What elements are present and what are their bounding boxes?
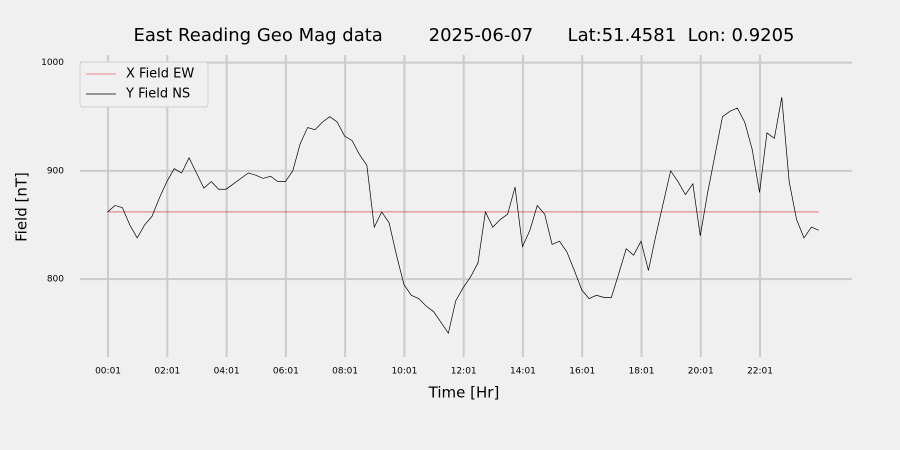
x-tick-label: 12:01 — [451, 367, 477, 377]
x-tick-label: 08:01 — [332, 367, 358, 377]
x-tick-label: 04:01 — [214, 367, 240, 377]
legend-box — [79, 61, 209, 108]
x-tick-label: 14:01 — [510, 367, 536, 377]
y-tick-label: 800 — [47, 275, 64, 285]
x-tick-label: 16:01 — [569, 367, 595, 377]
x-tick-label: 10:01 — [391, 367, 417, 377]
y-tick-label: 900 — [47, 166, 64, 176]
x-tick-label: 02:01 — [154, 367, 180, 377]
x-axis-label: Time [Hr] — [428, 384, 500, 402]
data-line — [107, 97, 819, 335]
x-tick-label: 22:01 — [747, 367, 773, 377]
x-tick-label: 00:01 — [95, 367, 121, 377]
x-tick-label: 06:01 — [273, 367, 299, 377]
legend-label: Y Field NS — [125, 87, 190, 102]
legend — [79, 61, 209, 108]
x-tick-label: 20:01 — [688, 367, 714, 377]
legend-label: X Field EW — [126, 67, 194, 82]
y-axis-label: Field [nT] — [13, 172, 31, 242]
y-tick-label: 1000 — [41, 58, 64, 68]
chart-title: East Reading Geo Mag data 2025-06-07 Lat… — [133, 25, 794, 46]
x-tick-label: 18:01 — [629, 367, 655, 377]
